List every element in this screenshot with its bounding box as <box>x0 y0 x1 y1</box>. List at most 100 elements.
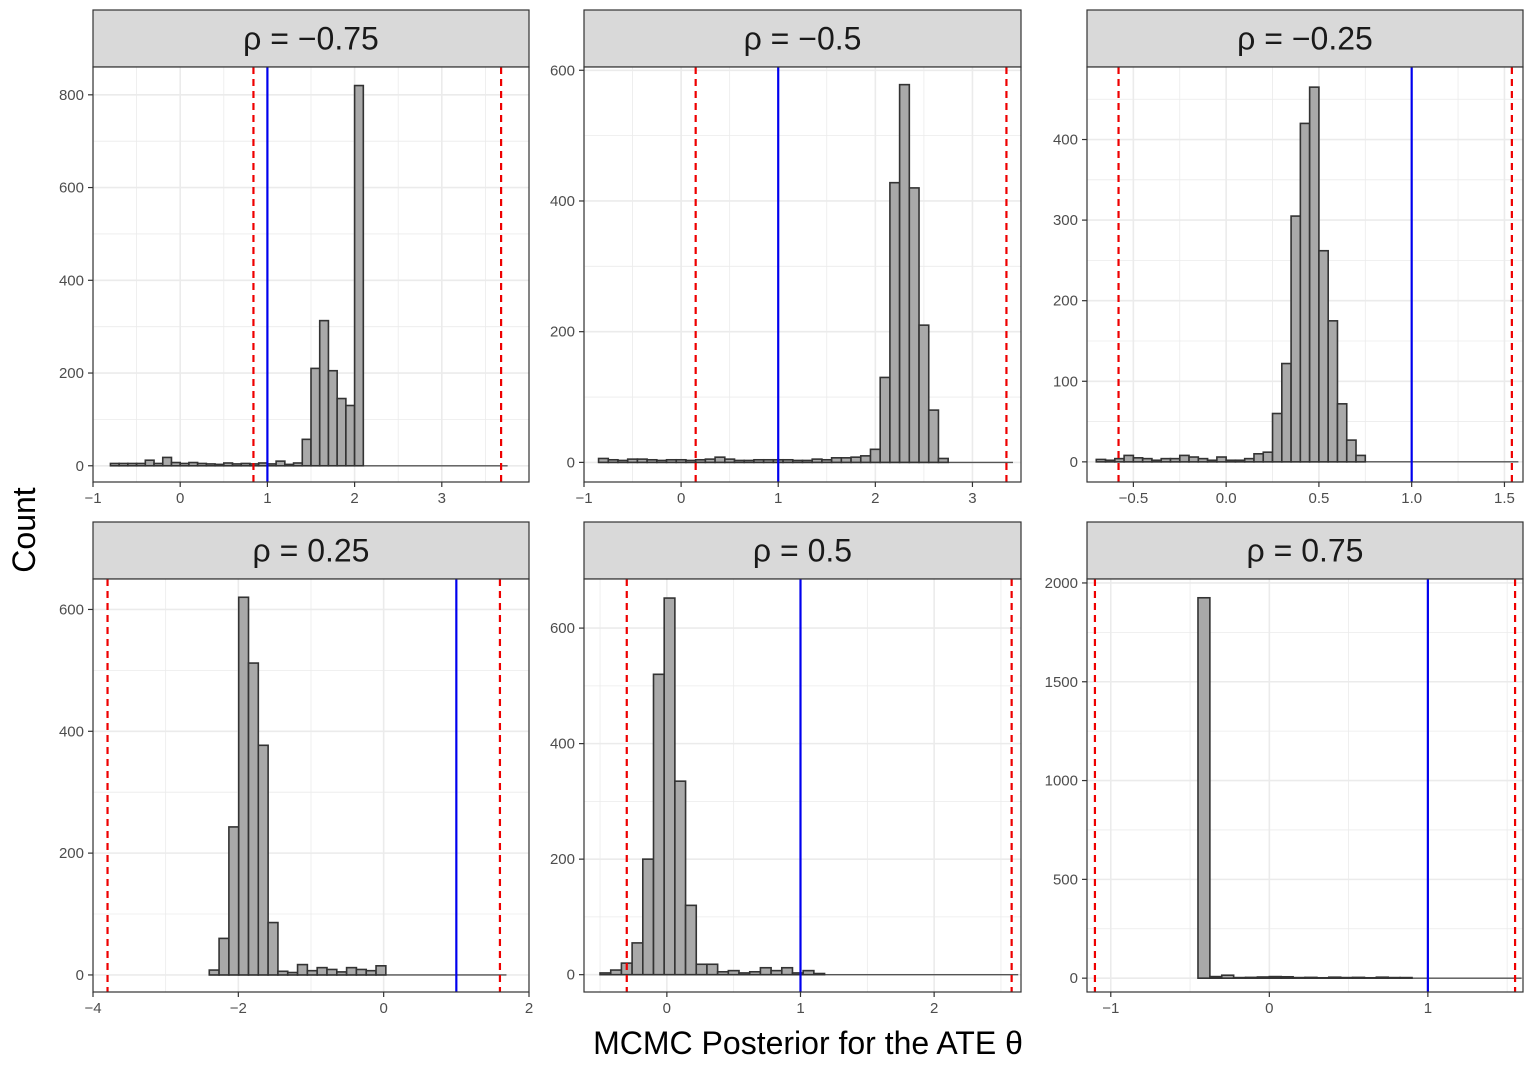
histogram-bar <box>859 455 872 464</box>
histogram-bar <box>597 457 610 464</box>
histogram-bar <box>1209 975 1223 979</box>
histogram-bar <box>706 963 719 976</box>
histogram-bar <box>345 404 356 467</box>
histogram-bar <box>642 858 655 976</box>
histogram-bar <box>1268 975 1283 979</box>
histogram-bar <box>617 459 629 464</box>
y-tick-label: 0 <box>76 967 84 984</box>
x-tick-label: 0 <box>677 490 685 507</box>
histogram-bar <box>301 438 312 467</box>
histogram-bar <box>231 463 243 467</box>
y-tick-label: 800 <box>59 87 84 104</box>
y-tick-label: 1000 <box>1045 773 1078 790</box>
histogram-bar <box>292 462 304 467</box>
plot-content <box>584 579 1021 992</box>
histogram-bar <box>277 970 289 976</box>
histogram-bar <box>663 597 676 976</box>
histogram-bar <box>1160 457 1172 463</box>
facet-panel-6: ρ = 0.75 −1 0 1 0 500 1000 1500 2000 <box>1045 521 1524 1017</box>
histogram-bar <box>375 965 387 976</box>
histogram-bar <box>759 966 772 976</box>
x-tick-label: 2 <box>350 490 358 507</box>
x-tick-label: 0 <box>1265 1000 1273 1017</box>
x-tick-label: −2 <box>230 1000 247 1017</box>
histogram-bar <box>684 904 698 976</box>
facet-strip <box>92 521 530 580</box>
x-tick-label: 1 <box>1424 1000 1432 1017</box>
histogram-bar <box>631 942 644 976</box>
histogram-bar <box>1123 454 1135 463</box>
histogram-bar <box>607 458 619 464</box>
facet-strip <box>583 9 1022 68</box>
histogram-bar <box>237 596 250 976</box>
histogram-bar <box>674 780 687 976</box>
panel-border <box>92 578 530 993</box>
histogram-bar <box>753 458 765 464</box>
histogram-bar <box>1327 976 1342 979</box>
histogram-bar <box>355 968 368 976</box>
facet-title: ρ = 0.25 <box>253 533 370 569</box>
y-tick-label: 200 <box>550 851 575 868</box>
y-tick-label: 1500 <box>1045 674 1078 691</box>
histogram-bar <box>1188 456 1200 463</box>
y-tick-label: 600 <box>59 180 84 197</box>
plot-content <box>584 67 1021 482</box>
facet-panel-4: ρ = 0.25 −4 −2 0 2 0 200 400 600 <box>59 521 533 1017</box>
histogram-bar <box>266 463 277 467</box>
histogram-bar <box>109 462 120 467</box>
histogram-bar <box>118 462 129 467</box>
histogram-bar <box>1197 457 1209 463</box>
histogram-bar <box>335 971 348 976</box>
histogram-bar <box>1299 122 1311 463</box>
histogram-bar <box>127 462 138 467</box>
histogram-bar <box>1290 215 1302 463</box>
histogram-bar <box>704 458 716 464</box>
y-tick-label: 400 <box>59 723 84 740</box>
y-tick-label: 0 <box>567 454 575 471</box>
x-tick-label: 3 <box>438 490 446 507</box>
y-tick-label: 400 <box>59 272 84 289</box>
histogram-bar <box>1280 975 1294 979</box>
histogram-bar <box>780 966 794 976</box>
histogram-bar <box>636 458 648 464</box>
histogram-bar <box>153 462 164 467</box>
y-tick-label: 300 <box>1053 212 1078 229</box>
histogram-bar <box>327 369 338 467</box>
y-tick-label: 200 <box>550 324 575 341</box>
x-tick-label: 0 <box>379 1000 387 1017</box>
x-tick-label: 0.5 <box>1308 490 1329 507</box>
facet-title: ρ = 0.75 <box>1247 533 1364 569</box>
facet-title: ρ = −0.25 <box>1237 21 1373 57</box>
histogram-bar <box>727 969 740 976</box>
y-tick-label: 600 <box>59 601 84 618</box>
histogram-bar <box>1281 362 1292 463</box>
histogram-bar <box>326 968 338 976</box>
histogram-bar <box>879 376 891 464</box>
x-tick-label: 3 <box>968 490 976 507</box>
histogram-bar <box>1244 976 1259 979</box>
facet-panel-5: ρ = 0.5 0 1 2 0 200 400 600 <box>550 521 1022 1017</box>
plot-area <box>584 67 1021 482</box>
y-tick-label: 0 <box>1070 970 1078 987</box>
plot-area <box>1087 579 1523 992</box>
histogram-bar <box>257 744 269 976</box>
y-tick-label: 200 <box>1053 293 1078 310</box>
histogram-bar <box>1104 459 1116 463</box>
histogram-bar <box>179 462 190 467</box>
histogram-bar <box>770 969 783 976</box>
x-tick-label: 1 <box>263 490 271 507</box>
histogram-bar <box>748 970 762 976</box>
histogram-bar <box>1304 976 1318 979</box>
histogram-bar <box>310 367 321 467</box>
histogram-bar <box>161 456 173 467</box>
x-tick-label: 0 <box>663 1000 671 1017</box>
histogram-bar <box>652 673 665 976</box>
histogram-bar <box>1351 976 1366 979</box>
y-tick-label: 600 <box>550 620 575 637</box>
x-tick-label: −1 <box>1102 1000 1119 1017</box>
x-tick-label: −1 <box>575 490 592 507</box>
histogram-bar <box>214 463 225 467</box>
histogram-bar <box>1253 452 1265 463</box>
